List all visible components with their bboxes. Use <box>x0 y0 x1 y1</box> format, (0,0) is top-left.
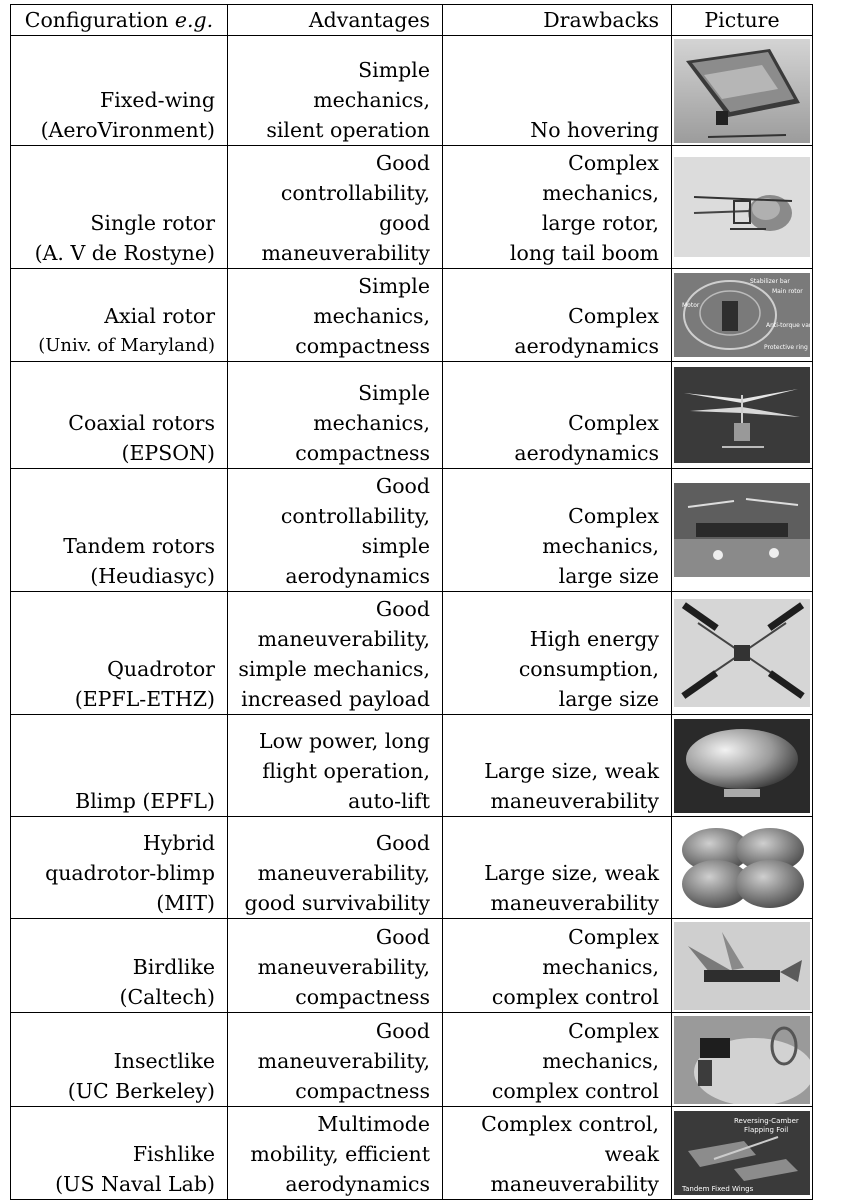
advantages-cell: Good maneuverability, simple mechanics, inc… <box>227 591 443 715</box>
picture-cell: Reversing-Camber Flapping Foil Tandem Fi… <box>671 1106 813 1200</box>
drawbacks-cell: Complex control, weak maneuverability <box>442 1106 672 1200</box>
table-row: Blimp (EPFL) Low power, long flight opera… <box>10 714 813 817</box>
table-row: Coaxial rotors (EPSON) Simple mechanics, co… <box>10 361 813 469</box>
blimp-photo <box>674 718 810 813</box>
advantages-cell: Good maneuverability, compactness <box>227 918 443 1013</box>
configuration-cell: Coaxial rotors (EPSON) <box>10 361 228 469</box>
advantages-cell: Low power, long flight operation, auto-lif… <box>227 714 443 817</box>
fixed-wing-photo <box>674 38 810 143</box>
configuration-cell: Fixed-wing (AeroVironment) <box>10 35 228 146</box>
configuration-cell: Insectlike (UC Berkeley) <box>10 1012 228 1107</box>
picture-cell <box>671 918 813 1013</box>
photo-label: Tandem Fixed Wings <box>681 1185 754 1193</box>
picture-cell <box>671 35 813 146</box>
photo-label: Anti-torque vanes <box>766 322 810 329</box>
quadrotor-photo <box>674 599 810 707</box>
header-drawbacks: Drawbacks <box>442 4 672 36</box>
advantages-cell: Simple mechanics, compactness <box>227 268 443 362</box>
configuration-cell: Single rotor (A. V de Rostyne) <box>10 145 228 269</box>
table-row: Quadrotor (EPFL-ETHZ) Good maneuverability… <box>10 591 813 715</box>
picture-cell <box>671 816 813 919</box>
table-row: Axial rotor (Univ. of Maryland) Simple mec… <box>10 268 813 362</box>
header-row: Configuration e.g. Advantages Drawbacks … <box>10 4 813 36</box>
picture-cell <box>671 361 813 469</box>
picture-cell <box>671 468 813 592</box>
configuration-cell: Tandem rotors (Heudiasyc) <box>10 468 228 592</box>
picture-cell <box>671 591 813 715</box>
advantages-cell: Simple mechanics, silent operation <box>227 35 443 146</box>
photo-label: Flapping Foil <box>744 1126 788 1134</box>
fishlike-photo: Reversing-Camber Flapping Foil Tandem Fi… <box>674 1111 810 1195</box>
header-advantages: Advantages <box>227 4 443 36</box>
insectlike-photo <box>674 1015 810 1104</box>
picture-cell <box>671 714 813 817</box>
configuration-cell: Hybrid quadrotor-blimp (MIT) <box>10 816 228 919</box>
table-row: Insectlike (UC Berkeley) Good maneuverabil… <box>10 1012 813 1107</box>
hybrid-quadrotor-blimp-photo <box>674 819 810 916</box>
drawbacks-cell: Complex mechanics, complex control <box>442 918 672 1013</box>
drawbacks-cell: Complex aerodynamics <box>442 361 672 469</box>
table-row: Birdlike (Caltech) Good maneuverability, co… <box>10 918 813 1013</box>
picture-cell <box>671 1012 813 1107</box>
advantages-cell: Good controllability, simple aerodynamics <box>227 468 443 592</box>
uav-configuration-table: Configuration e.g. Advantages Drawbacks … <box>10 4 813 1200</box>
header-configuration: Configuration e.g. <box>10 4 228 36</box>
table-row: Hybrid quadrotor-blimp (MIT) Good maneuvera… <box>10 816 813 919</box>
tandem-rotors-photo <box>674 483 810 577</box>
header-picture: Picture <box>671 4 813 36</box>
drawbacks-cell: Large size, weak maneuverability <box>442 714 672 817</box>
axial-rotor-photo: Stabilizer bar Main rotor Motor Anti-tor… <box>674 273 810 357</box>
drawbacks-cell: Complex mechanics, large size <box>442 468 672 592</box>
drawbacks-cell: No hovering <box>442 35 672 146</box>
photo-label: Motor <box>682 302 700 309</box>
table-row: Fishlike (US Naval Lab) Multimode mobility… <box>10 1106 813 1200</box>
configuration-cell: Quadrotor (EPFL-ETHZ) <box>10 591 228 715</box>
single-rotor-photo <box>674 157 810 257</box>
drawbacks-cell: Complex aerodynamics <box>442 268 672 362</box>
birdlike-photo <box>674 921 810 1010</box>
configuration-cell: Blimp (EPFL) <box>10 714 228 817</box>
configuration-cell: Axial rotor (Univ. of Maryland) <box>10 268 228 362</box>
photo-label: Protective ring <box>764 344 808 351</box>
picture-cell: Stabilizer bar Main rotor Motor Anti-tor… <box>671 268 813 362</box>
advantages-cell: Good maneuverability, good survivability <box>227 816 443 919</box>
photo-label: Main rotor <box>772 288 803 295</box>
drawbacks-cell: Complex mechanics, complex control <box>442 1012 672 1107</box>
advantages-cell: Simple mechanics, compactness <box>227 361 443 469</box>
advantages-cell: Multimode mobility, efficient aerodynamics <box>227 1106 443 1200</box>
table-row: Single rotor (A. V de Rostyne) Good contro… <box>10 145 813 269</box>
drawbacks-cell: Complex mechanics, large rotor, long tail b… <box>442 145 672 269</box>
advantages-cell: Good maneuverability, compactness <box>227 1012 443 1107</box>
table-row: Fixed-wing (AeroVironment) Simple mechanic… <box>10 35 813 146</box>
table-row: Tandem rotors (Heudiasyc) Good controllabi… <box>10 468 813 592</box>
configuration-cell: Fishlike (US Naval Lab) <box>10 1106 228 1200</box>
coaxial-rotors-photo <box>674 367 810 463</box>
photo-label: Reversing-Camber <box>734 1117 799 1125</box>
advantages-cell: Good controllability, good maneuverability <box>227 145 443 269</box>
drawbacks-cell: High energy consumption, large size <box>442 591 672 715</box>
picture-cell <box>671 145 813 269</box>
drawbacks-cell: Large size, weak maneuverability <box>442 816 672 919</box>
configuration-cell: Birdlike (Caltech) <box>10 918 228 1013</box>
photo-label: Stabilizer bar <box>750 278 790 285</box>
